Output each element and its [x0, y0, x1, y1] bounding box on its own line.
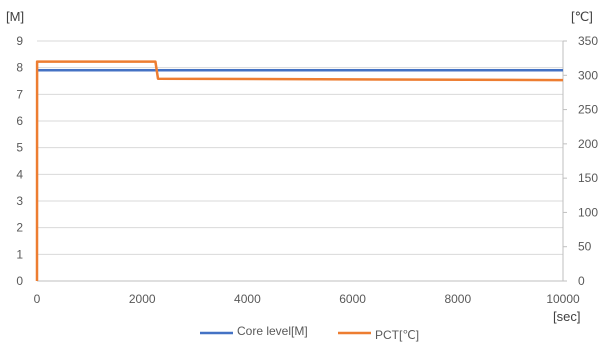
x-tick-label: 4000 — [234, 292, 261, 306]
x-tick-label: 2000 — [129, 292, 156, 306]
legend-label-1: PCT[℃] — [375, 328, 419, 342]
y-right-tick-label: 350 — [578, 34, 598, 48]
legend-label-0: Core level[M] — [237, 324, 308, 338]
y-right-tick-label: 150 — [578, 171, 598, 185]
y-left-tick-label: 8 — [16, 61, 23, 75]
y-left-tick-label: 1 — [16, 247, 23, 261]
y-right-tick-label: 0 — [578, 274, 585, 288]
x-tick-label: 0 — [34, 292, 41, 306]
y-left-tick-label: 2 — [16, 221, 23, 235]
y-right-tick-label: 50 — [578, 240, 592, 254]
series-lines — [35, 60, 564, 282]
legend: Core level[M] PCT[℃] — [200, 324, 419, 342]
right-axis-unit: [℃] — [571, 9, 593, 24]
y-left-tick-label: 9 — [16, 34, 23, 48]
x-tick-label: 8000 — [444, 292, 471, 306]
left-axis-unit: [M] — [6, 9, 24, 24]
y-left-tick-label: 5 — [16, 141, 23, 155]
tick-labels: 0 1 2 3 4 5 6 7 8 9 0 50 100 150 200 250 300 350 0 2000 4000… — [16, 34, 598, 306]
y-right-tick-label: 250 — [578, 103, 598, 117]
y-right-tick-label: 300 — [578, 68, 598, 82]
y-left-tick-label: 6 — [16, 114, 23, 128]
y-left-tick-label: 3 — [16, 194, 23, 208]
series-line-1 — [35, 60, 564, 282]
x-axis-unit: [sec] — [553, 309, 580, 324]
x-tick-label: 10000 — [546, 292, 580, 306]
gridlines — [37, 40, 563, 255]
y-left-tick-label: 7 — [16, 87, 23, 101]
x-tick-label: 6000 — [339, 292, 366, 306]
y-left-tick-label: 4 — [16, 167, 23, 181]
y-right-tick-label: 200 — [578, 137, 598, 151]
y-right-tick-label: 100 — [578, 205, 598, 219]
y-left-tick-label: 0 — [16, 274, 23, 288]
axes — [37, 40, 567, 282]
